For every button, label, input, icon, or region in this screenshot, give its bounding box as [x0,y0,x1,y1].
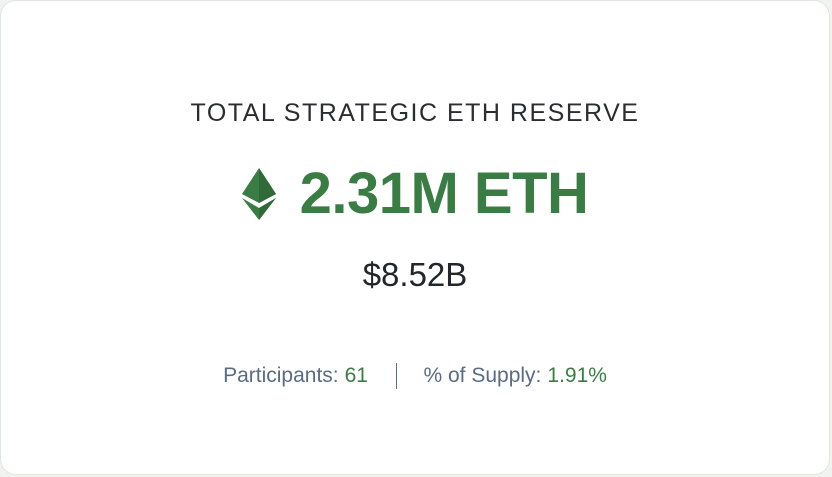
ethereum-icon [241,168,276,220]
participants-value: 61 [344,364,368,387]
stats-divider [395,363,398,389]
reserve-amount-row: 2.31M ETH [1,159,829,229]
stats-row: Participants: 61 % of Supply: 1.91% [1,363,829,389]
supply-label: % of Supply: [423,364,542,387]
reserve-title: TOTAL STRATEGIC ETH RESERVE [190,99,640,127]
participants-label: Participants: [223,364,339,387]
supply-value: 1.91% [547,364,607,387]
eth-amount: 2.31M ETH [299,161,589,226]
usd-value: $8.52B [362,256,468,293]
